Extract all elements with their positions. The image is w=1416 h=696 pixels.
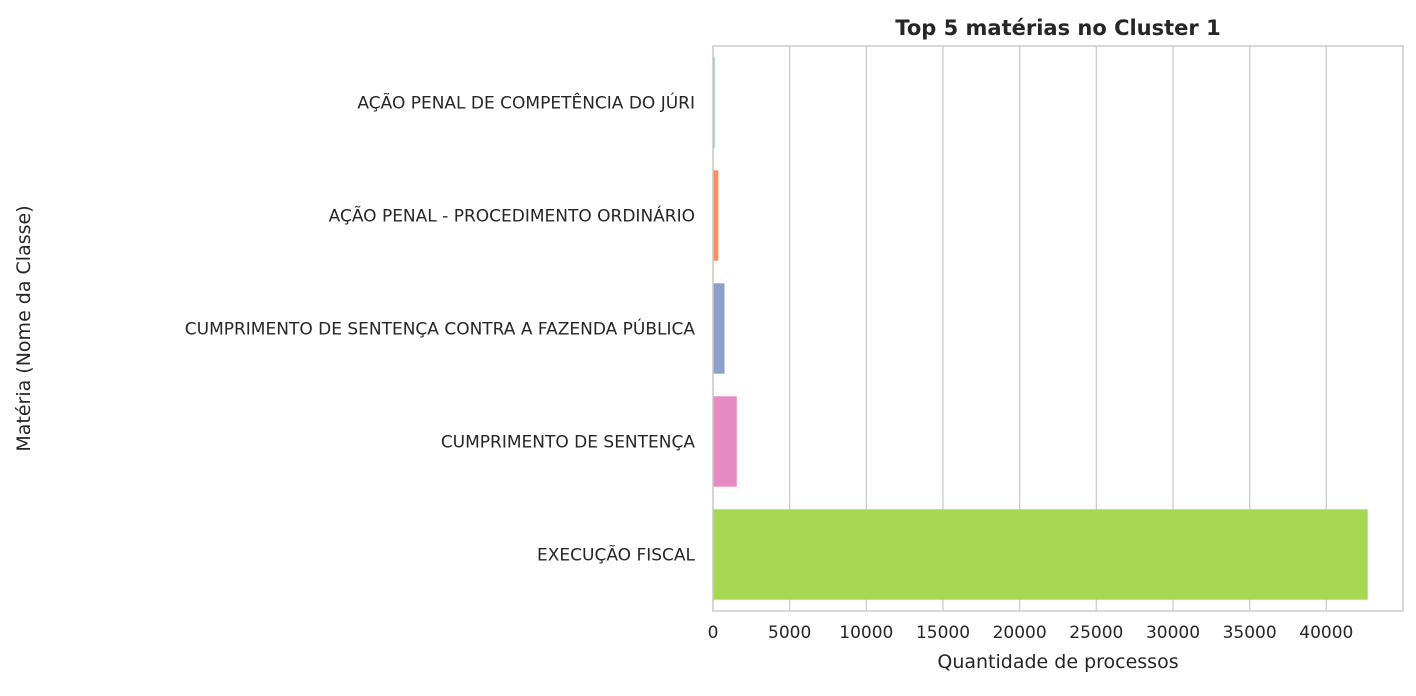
plot-frame: [712, 45, 1404, 612]
x-tick-label: 5000: [768, 623, 811, 643]
bar: [713, 170, 719, 261]
y-category-label: AÇÃO PENAL - PROCEDIMENTO ORDINÁRIO: [329, 205, 695, 227]
x-axis-title: Quantidade de processos: [937, 651, 1178, 673]
gridlines: [712, 46, 1327, 611]
y-category-labels: AÇÃO PENAL DE COMPETÊNCIA DO JÚRI AÇÃO PE…: [185, 92, 696, 566]
y-category-label: EXECUÇÃO FISCAL: [537, 544, 696, 566]
bar: [713, 396, 737, 487]
x-tick-label: 0: [708, 623, 719, 643]
y-category-label: CUMPRIMENTO DE SENTENÇA: [441, 433, 696, 453]
bars: [713, 57, 1368, 600]
x-tick-label: 20000: [993, 623, 1047, 643]
y-category-label: AÇÃO PENAL DE COMPETÊNCIA DO JÚRI: [357, 92, 695, 114]
x-tick-label: 40000: [1299, 623, 1353, 643]
x-tick-label: 30000: [1146, 623, 1200, 643]
chart-title: Top 5 matérias no Cluster 1: [895, 16, 1220, 40]
y-category-label: CUMPRIMENTO DE SENTENÇA CONTRA A FAZENDA…: [185, 318, 696, 340]
y-axis-title: Matéria (Nome da Classe): [13, 205, 35, 451]
x-tick-label: 15000: [916, 623, 970, 643]
x-tick-labels: 0 5000 10000 15000 20000 25000 30000 35000 40000: [708, 623, 1354, 643]
x-tick-label: 35000: [1223, 623, 1277, 643]
x-tick-label: 25000: [1069, 623, 1123, 643]
bar: [713, 57, 715, 148]
bar: [713, 283, 725, 374]
x-tick-label: 10000: [839, 623, 893, 643]
bar: [713, 509, 1368, 600]
